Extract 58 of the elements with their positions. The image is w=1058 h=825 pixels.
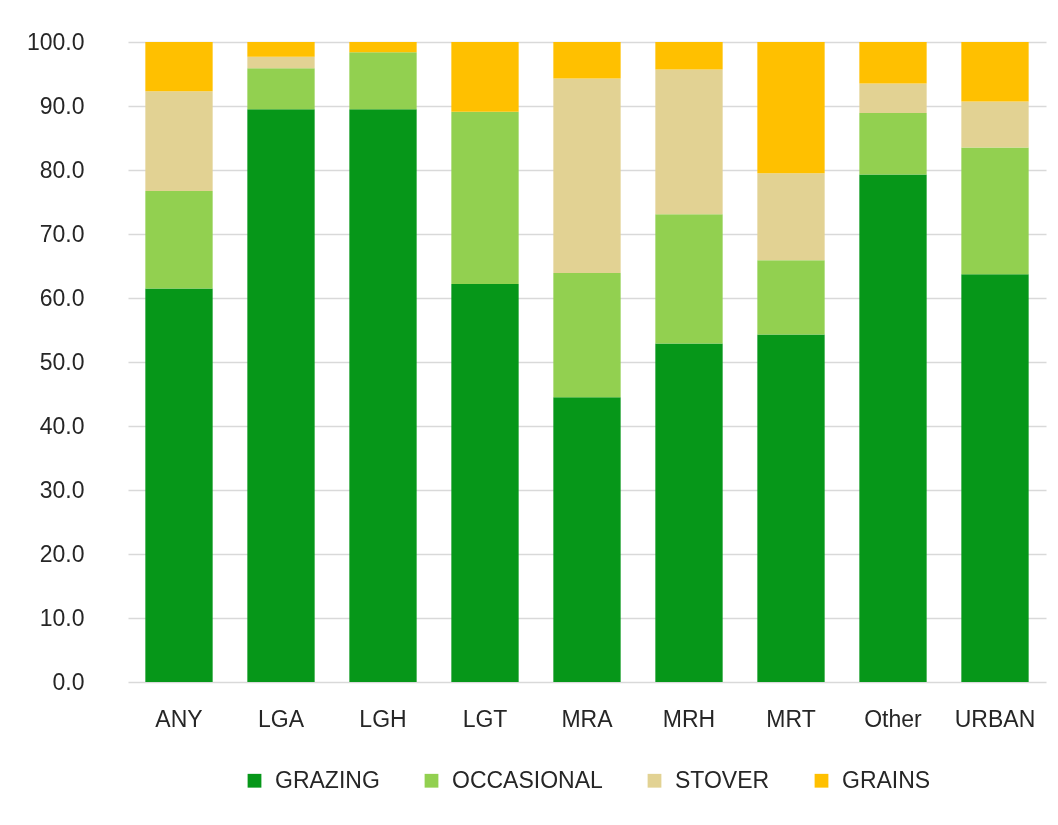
bar <box>757 42 825 174</box>
bar <box>145 191 213 289</box>
x-tick-label: MRA <box>561 705 614 732</box>
bar <box>247 68 315 110</box>
y-tick-label: 60.0 <box>39 284 85 311</box>
bar <box>553 42 621 79</box>
y-tick-label: 80.0 <box>39 156 85 183</box>
y-tick-label: 70.0 <box>39 220 85 247</box>
bar <box>451 42 519 112</box>
x-tick-label: MRT <box>766 705 816 732</box>
x-tick-label: Other <box>864 705 923 732</box>
x-tick-label: ANY <box>155 705 203 732</box>
y-tick-label: 50.0 <box>39 348 85 375</box>
bar <box>757 334 825 682</box>
legend-label: GRAINS <box>842 766 931 793</box>
x-tick-label: MRH <box>662 705 716 732</box>
y-tick-label: 20.0 <box>39 540 85 567</box>
bar <box>859 174 927 682</box>
bar <box>961 147 1029 275</box>
x-tick-label: LGA <box>257 705 305 732</box>
bar <box>757 173 825 261</box>
bar <box>961 101 1029 148</box>
bar <box>247 56 315 69</box>
bar <box>349 52 417 110</box>
legend-label: STOVER <box>675 766 770 793</box>
bar <box>553 78 621 274</box>
y-tick-label: 100.0 <box>26 28 85 55</box>
bar <box>655 214 723 344</box>
bar <box>961 42 1029 102</box>
y-tick-label: 0.0 <box>52 668 85 695</box>
bar <box>553 397 621 682</box>
bar <box>655 42 723 70</box>
bar <box>655 343 723 682</box>
bar <box>349 109 417 682</box>
bar <box>247 109 315 682</box>
bar <box>247 42 315 57</box>
y-tick-label: 40.0 <box>39 412 85 439</box>
bar <box>145 288 213 682</box>
bar <box>859 83 927 114</box>
x-tick-label: LGT <box>462 705 508 732</box>
legend-label: OCCASIONAL <box>452 766 604 793</box>
bar <box>859 113 927 175</box>
bar <box>145 91 213 192</box>
x-tick-label: LGH <box>359 705 407 732</box>
y-tick-label: 30.0 <box>39 476 85 503</box>
x-tick-label: URBAN <box>954 705 1036 732</box>
bar <box>655 69 723 215</box>
bar <box>145 42 213 92</box>
bar <box>451 283 519 682</box>
bar <box>859 42 927 84</box>
bar <box>451 111 519 284</box>
bar <box>961 274 1029 682</box>
y-tick-label: 90.0 <box>39 92 85 119</box>
bar <box>349 42 417 53</box>
bar <box>553 273 621 398</box>
bar <box>757 260 825 335</box>
legend-label: GRAZING <box>275 766 380 793</box>
y-tick-label: 10.0 <box>39 604 85 631</box>
